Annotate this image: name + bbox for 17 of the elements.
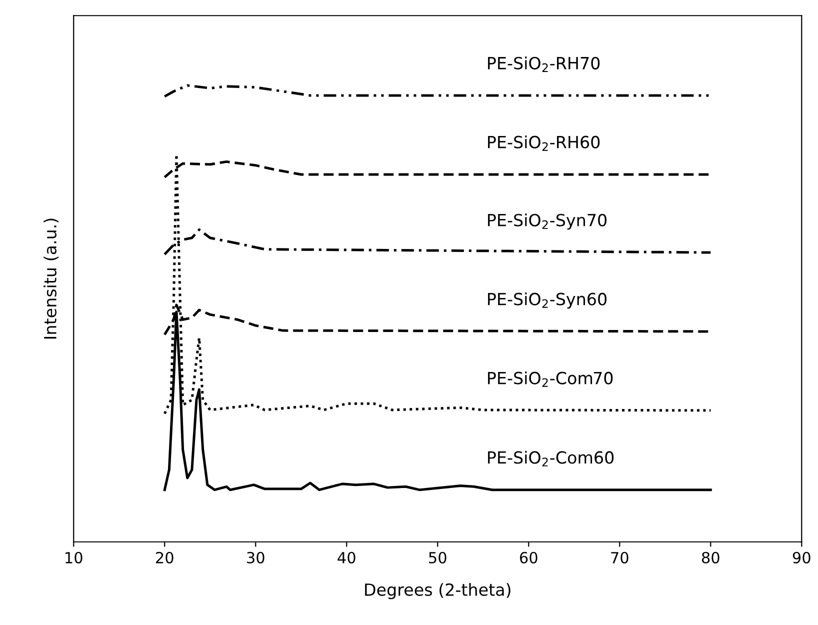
x-tick-label: 90 — [792, 552, 810, 564]
x-tick-label: 80 — [702, 552, 720, 564]
x-tick-label: 30 — [247, 552, 264, 564]
series-label: PE-SiO$_{2}$-Com60 — [488, 450, 614, 466]
x-tick-label: 50 — [429, 552, 446, 564]
series-label: PE-SiO$_{2}$-Syn60 — [488, 292, 606, 309]
x-tick-label: 40 — [338, 552, 356, 564]
x-tick-label: 70 — [611, 552, 628, 564]
series-label: PE-SiO$_{2}$-RH60 — [488, 136, 600, 151]
x-tick-label: 10 — [66, 552, 82, 564]
x-tick-label: 20 — [156, 552, 174, 564]
series-label: PE-SiO$_{2}$-Com70 — [488, 371, 613, 387]
series-label: PE-SiO$_{2}$-Syn70 — [488, 214, 606, 230]
series-label: PE-SiO$_{2}$-RH70 — [488, 56, 600, 72]
y-axis-title: Intensitu (a.u.) — [44, 218, 58, 339]
x-tick-label: 60 — [520, 552, 538, 564]
x-axis-title: Degrees (2-theta) — [365, 583, 510, 600]
